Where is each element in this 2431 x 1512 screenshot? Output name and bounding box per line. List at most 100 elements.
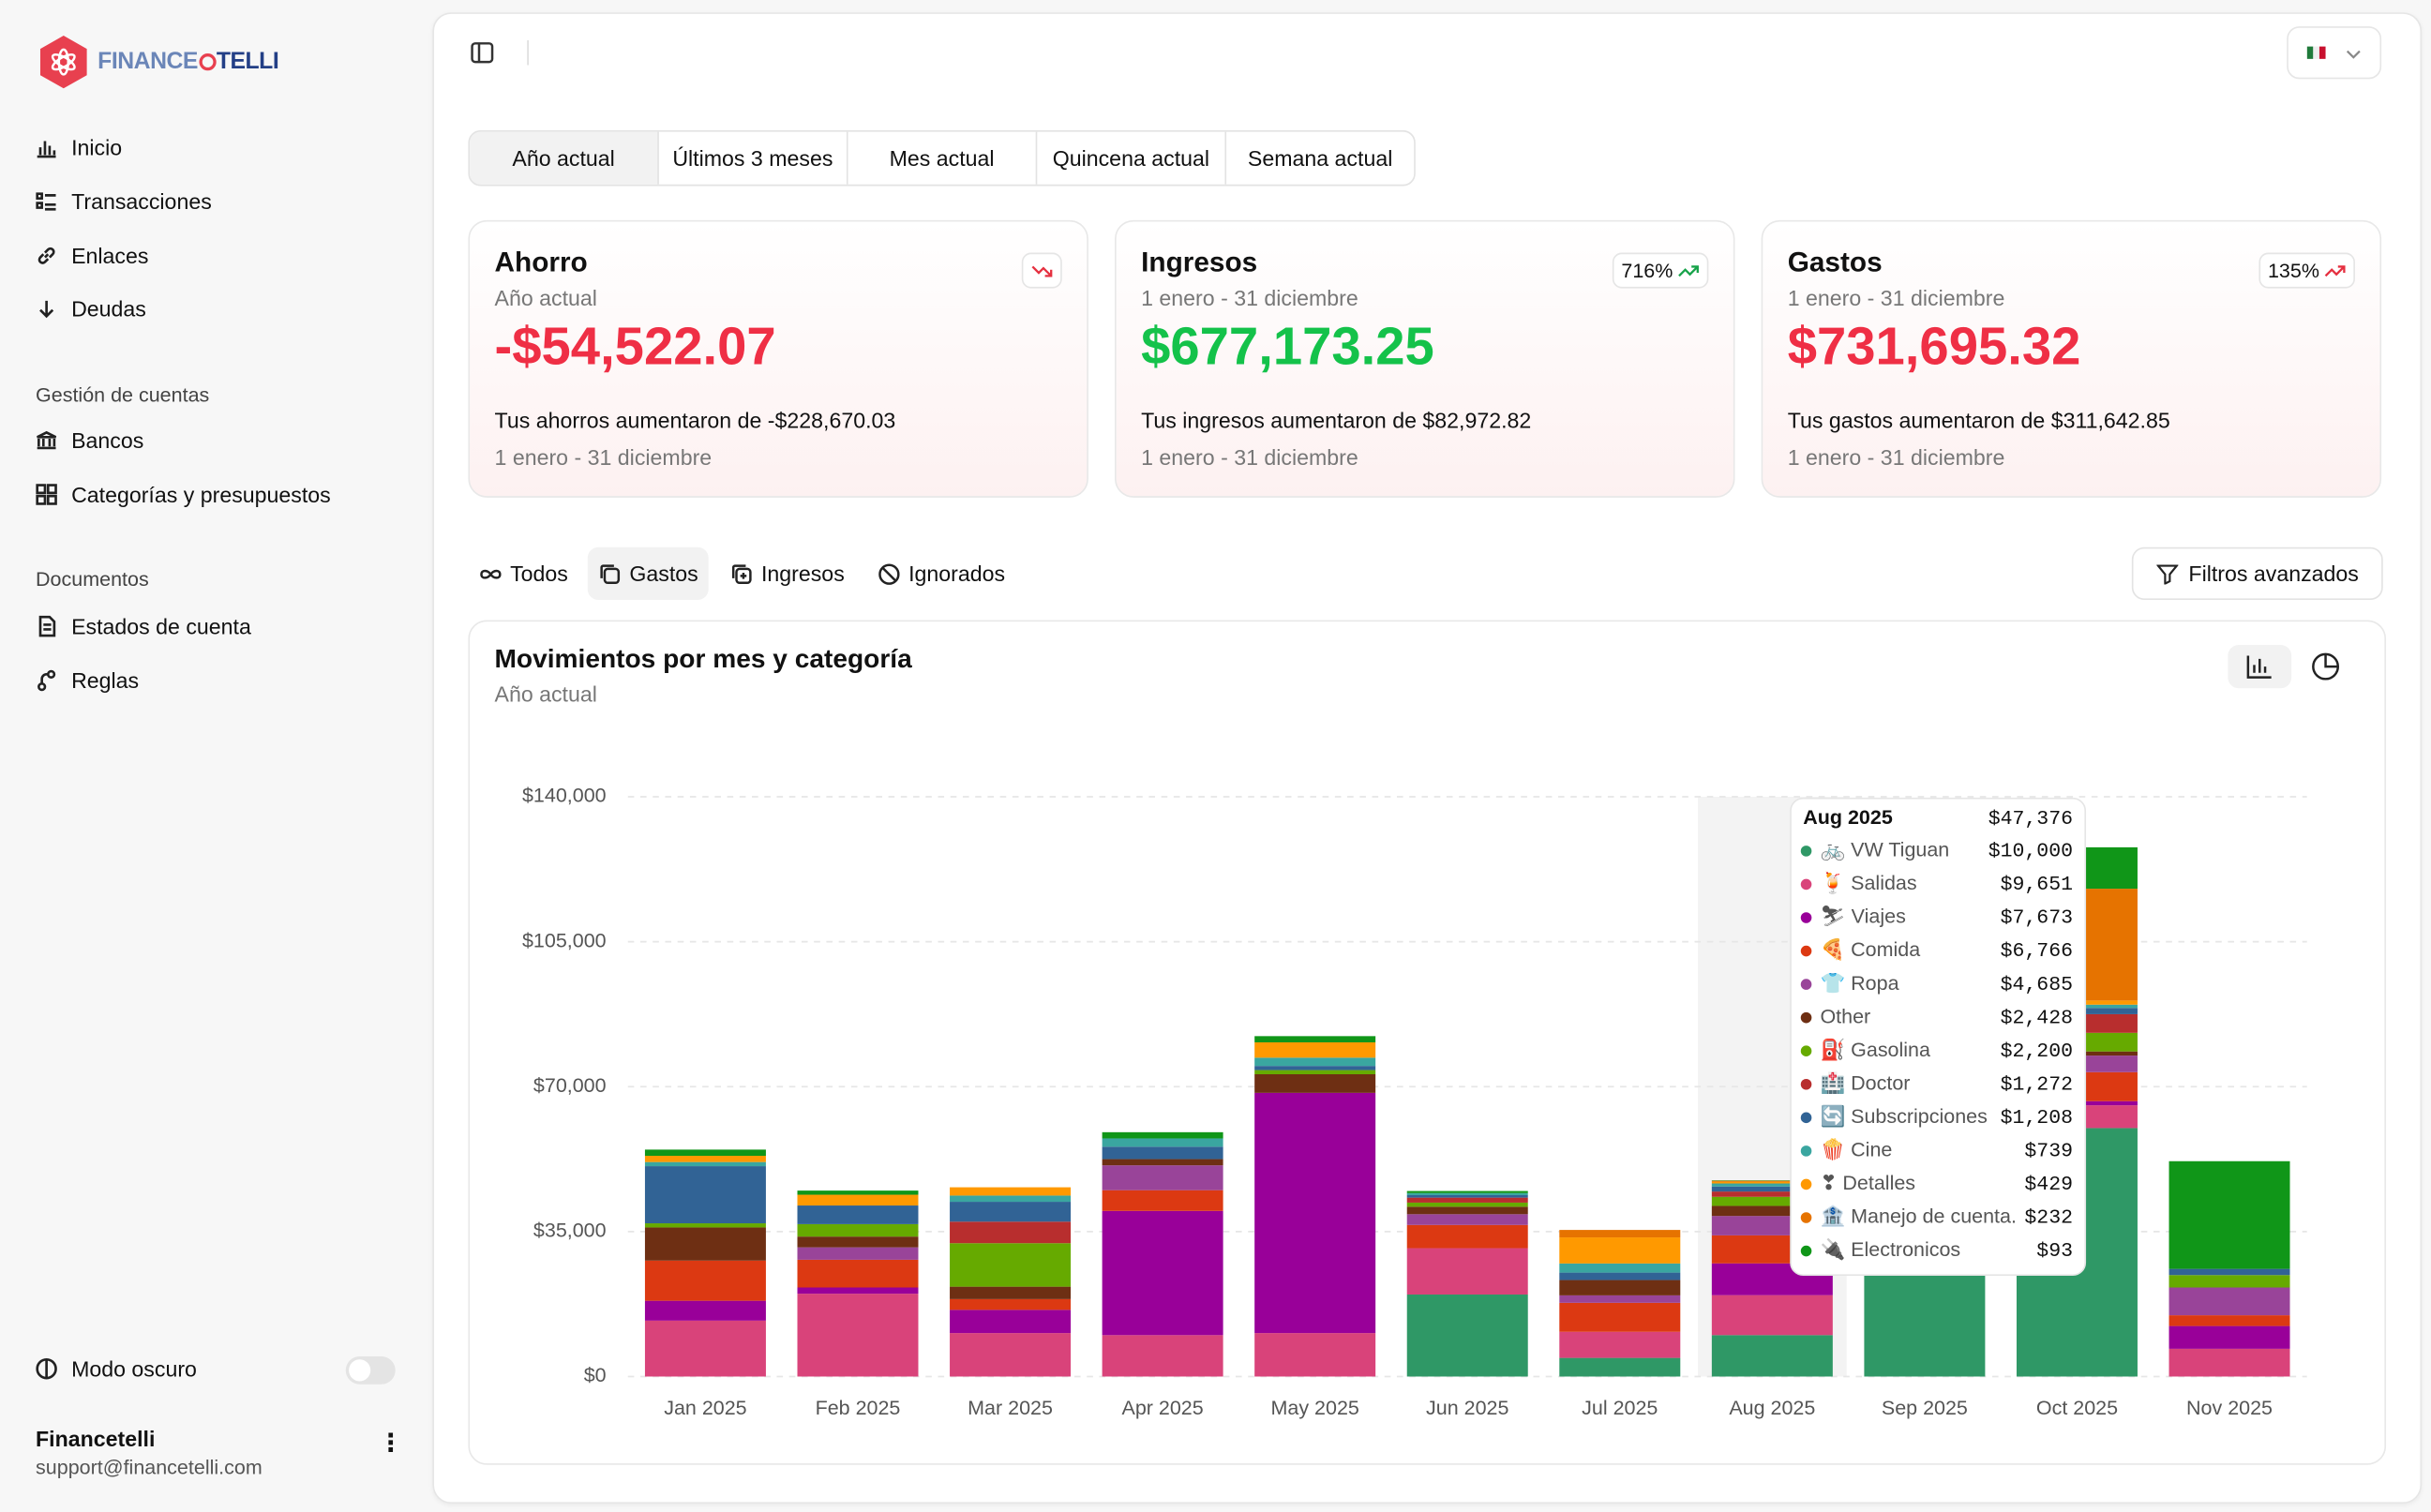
- tooltip-series-name: 👕 Ropa: [1820, 972, 1898, 995]
- x-tick-label: Jan 2025: [664, 1397, 746, 1419]
- tooltip-value: $1,208: [2001, 1107, 2073, 1130]
- bar-segment: [1559, 1295, 1680, 1303]
- y-tick-label: $70,000: [533, 1074, 607, 1097]
- bar-segment: [797, 1260, 918, 1288]
- bar-segment: [950, 1299, 1071, 1310]
- tooltip-dot: [1801, 1079, 1812, 1090]
- bar-segment: [1254, 1036, 1375, 1042]
- bar-segment: [1407, 1206, 1528, 1214]
- bar-segment: [1103, 1132, 1223, 1139]
- tooltip-value: $4,685: [2001, 974, 2073, 996]
- bar-segment: [950, 1333, 1071, 1376]
- bar-segment: [1559, 1273, 1680, 1280]
- bar-segment: [1559, 1280, 1680, 1295]
- bar-segment: [1559, 1358, 1680, 1377]
- tooltip-dot: [1801, 1179, 1812, 1190]
- bar-segment: [2169, 1275, 2290, 1287]
- bar-segment: [1559, 1332, 1680, 1358]
- bar-segment: [645, 1223, 766, 1227]
- bar-segment: [1254, 1333, 1375, 1376]
- tooltip-dot: [1801, 1045, 1812, 1056]
- y-tick-label: $35,000: [533, 1220, 607, 1242]
- bar-segment: [950, 1310, 1071, 1333]
- bar-segment: [1407, 1295, 1528, 1376]
- x-tick-label: Aug 2025: [1729, 1397, 1815, 1419]
- bar-segment: [645, 1261, 766, 1301]
- tooltip-value: $9,651: [2001, 874, 2073, 896]
- bar-segment: [797, 1294, 918, 1376]
- bar-segment: [645, 1162, 766, 1166]
- bar-segment: [1254, 1074, 1375, 1093]
- tooltip-dot: [1801, 912, 1812, 923]
- bar-segment: [645, 1149, 766, 1156]
- tooltip: Aug 2025$47,376🚲 VW Tiguan$10,000🍹 Salid…: [1791, 799, 2085, 1276]
- tooltip-series-name: 🔌 Electronicos: [1820, 1237, 1960, 1261]
- bar-segment: [1103, 1190, 1223, 1211]
- x-tick-label: Sep 2025: [1882, 1397, 1968, 1419]
- x-tick-label: Oct 2025: [2036, 1397, 2118, 1419]
- bar-segment: [1712, 1295, 1833, 1336]
- tooltip-dot: [1801, 1113, 1812, 1124]
- bar-segment: [1559, 1237, 1680, 1264]
- bar-segment: [1103, 1160, 1223, 1166]
- tooltip-title: Aug 2025: [1803, 806, 1893, 829]
- bar-segment: [645, 1156, 766, 1162]
- tooltip-total: $47,376: [1988, 808, 2073, 831]
- tooltip-series-name: 🍹 Salidas: [1820, 870, 1916, 894]
- tooltip-series-name: 🏥 Doctor: [1820, 1070, 1910, 1094]
- y-tick-label: $105,000: [522, 929, 607, 951]
- bar-segment: [1407, 1198, 1528, 1203]
- tooltip-dot: [1801, 1012, 1812, 1024]
- bar-segment: [797, 1236, 918, 1247]
- bar-segment: [1407, 1191, 1528, 1193]
- tooltip-value: $2,428: [2001, 1007, 2073, 1029]
- tooltip-value: $7,673: [2001, 907, 2073, 930]
- bar-segment: [1254, 1093, 1375, 1333]
- bar-segment: [1712, 1335, 1833, 1376]
- bar-segment: [950, 1202, 1071, 1221]
- bar-segment: [950, 1221, 1071, 1243]
- bar-segment: [1407, 1225, 1528, 1249]
- tooltip-value: $232: [2024, 1207, 2073, 1230]
- bar-segment: [950, 1188, 1071, 1196]
- bar-segment: [2169, 1349, 2290, 1377]
- tooltip-dot: [1801, 1212, 1812, 1223]
- tooltip-value: $10,000: [1988, 841, 2073, 863]
- x-tick-label: Jun 2025: [1426, 1397, 1508, 1419]
- tooltip-dot: [1801, 1145, 1812, 1157]
- bar-segment: [1254, 1057, 1375, 1066]
- bar-segment: [950, 1195, 1071, 1202]
- bar-segment: [645, 1166, 766, 1223]
- bar-segment: [1103, 1146, 1223, 1159]
- bar-segment: [797, 1248, 918, 1260]
- chart-title: Movimientos por mes y categoría: [495, 644, 913, 673]
- tooltip-dot: [1801, 846, 1812, 857]
- tooltip-value: $739: [2024, 1141, 2073, 1163]
- tooltip-series-name: ⛽ Gasolina: [1820, 1038, 1930, 1061]
- bar-segment: [1407, 1195, 1528, 1198]
- tooltip-value: $429: [2024, 1174, 2073, 1196]
- bar-segment: [1254, 1042, 1375, 1057]
- bar-segment: [1559, 1230, 1680, 1237]
- tooltip-value: $93: [2036, 1240, 2073, 1263]
- tooltip-dot: [1801, 879, 1812, 891]
- bar-segment: [950, 1287, 1071, 1299]
- bar-segment: [1254, 1070, 1375, 1074]
- bar-segment: [1103, 1138, 1223, 1146]
- bar-segment: [1407, 1193, 1528, 1195]
- bar-segment: [2169, 1161, 2290, 1269]
- y-tick-label: $140,000: [522, 785, 607, 807]
- tooltip-series-name: Other: [1820, 1005, 1870, 1027]
- bar-segment: [2169, 1269, 2290, 1276]
- bar-segment: [2169, 1326, 2290, 1349]
- bar-segment: [797, 1224, 918, 1236]
- x-tick-label: Jul 2025: [1582, 1397, 1658, 1419]
- tooltip-series-name: 🔄 Subscripciones: [1820, 1104, 1987, 1128]
- bar-segment: [645, 1227, 766, 1260]
- x-tick-label: May 2025: [1270, 1397, 1358, 1419]
- tooltip-series-name: 🍕 Comida: [1820, 937, 1920, 961]
- bar-segment: [645, 1301, 766, 1321]
